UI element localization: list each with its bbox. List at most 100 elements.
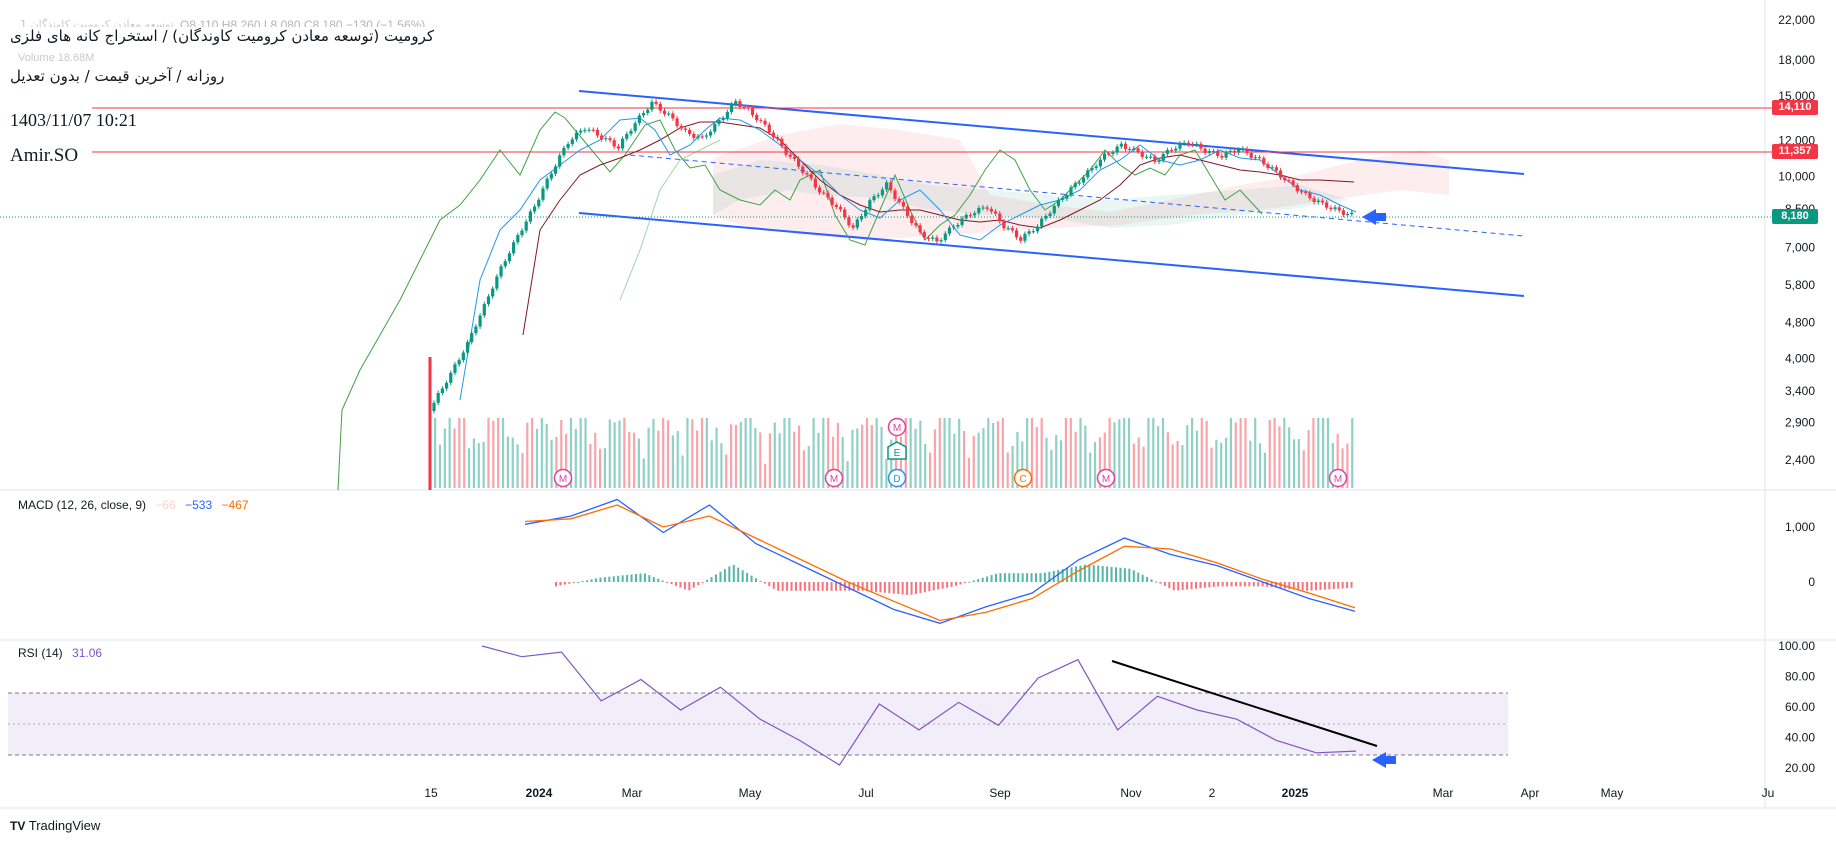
macd-axis[interactable]: 1,000 0 [1785, 520, 1815, 589]
macd-line [524, 498, 1356, 624]
rsi-tick-label: 100.00 [1778, 639, 1815, 653]
macd-hist-bar [1230, 582, 1233, 587]
volume-bar [1016, 432, 1019, 488]
candle [1350, 212, 1354, 215]
candle [1149, 156, 1153, 158]
candle [713, 124, 717, 132]
macd-hist-bar [652, 576, 655, 582]
macd-hist-bar [683, 582, 686, 590]
event-marker-d[interactable]: D [887, 468, 907, 488]
volume-bar [691, 419, 694, 488]
volume-bar [487, 418, 490, 488]
time-tick-label: 15 [424, 786, 438, 800]
event-marker-m[interactable]: M [824, 468, 844, 488]
candle [1228, 151, 1232, 153]
event-marker-m[interactable]: M [887, 417, 907, 437]
tradingview-brand-text: TradingView [28, 818, 101, 833]
candle [491, 288, 495, 297]
macd-hist-bar [941, 582, 944, 589]
volume-bar [569, 418, 573, 488]
volume-bar [1273, 418, 1276, 488]
macd-hist-bar [1261, 582, 1264, 587]
event-marker-m[interactable]: M [553, 468, 573, 488]
macd-hist-bar [830, 582, 833, 591]
candle [855, 219, 859, 228]
volume-bar [734, 424, 738, 488]
rsi-legend[interactable]: RSI (14) 31.06 [18, 646, 102, 660]
time-tick-label: Mar [1433, 786, 1454, 800]
macd-hist-bar [1030, 573, 1033, 582]
macd-hist-bar [706, 579, 709, 582]
macd-hist-bar [715, 574, 717, 582]
event-markers[interactable]: M M M E D C M M [553, 417, 1348, 488]
volume-bar [589, 443, 592, 488]
price-tick-label: 5,800 [1785, 278, 1815, 292]
volume-bar [1064, 418, 1068, 488]
volume-bar [1244, 418, 1247, 488]
volume-bar [725, 454, 728, 488]
event-marker-m[interactable]: M [1096, 468, 1116, 488]
macd-hist-bar [977, 579, 980, 582]
candle [998, 213, 1002, 222]
macd-hist-bar [1088, 564, 1091, 582]
macd-hist-bar [728, 566, 731, 582]
volume-bar [802, 450, 805, 488]
macd-hist-bar [972, 580, 975, 582]
macd-hist-bar [617, 575, 620, 582]
event-marker-e[interactable]: E [887, 441, 907, 460]
time-axis[interactable]: 15 2024 Mar May Jul Sep Nov 2 2025 Mar Apr May Ju [424, 786, 1774, 800]
volume-bar [977, 432, 980, 488]
volume-bar [1171, 444, 1174, 488]
time-tick-label: May [1601, 786, 1624, 800]
candle [432, 402, 436, 411]
candle [797, 158, 801, 167]
candle [1128, 148, 1132, 151]
macd-hist-bar [981, 577, 984, 582]
event-marker-c[interactable]: C [1013, 468, 1033, 488]
volume-bar [1026, 418, 1029, 488]
macd-hist-bar [657, 578, 660, 582]
volume-bar [715, 427, 718, 488]
volume-bar [710, 440, 713, 488]
candle [503, 261, 507, 267]
candle [1325, 202, 1329, 208]
volume-bar [1001, 418, 1004, 488]
kijun-line [522, 121, 1355, 336]
volume-bar [443, 428, 446, 488]
rsi-axis[interactable]: 100.00 80.00 60.00 40.00 20.00 [1778, 639, 1815, 775]
volume-bar [1055, 435, 1058, 488]
candle [910, 215, 914, 224]
candle [704, 135, 709, 137]
volume-bar [807, 446, 810, 488]
macd-hist-bar [1350, 582, 1353, 588]
candle [1144, 156, 1149, 158]
macd-hist-bar [595, 578, 597, 582]
macd-hist-bar [1110, 566, 1113, 582]
macd-hist-bar [621, 575, 624, 582]
macd-hist-bar [1310, 582, 1313, 591]
tradingview-brand[interactable]: TV TradingView [10, 818, 100, 833]
candle [1216, 151, 1220, 156]
candle [830, 197, 834, 205]
candle [767, 124, 771, 133]
macd-hist-bar [643, 573, 646, 582]
candle [1295, 185, 1299, 192]
price-axis[interactable]: 22,00018,00015,00012,00010,0008,5007,000… [1778, 13, 1815, 467]
candle [901, 202, 905, 207]
volume-bar [1210, 447, 1213, 488]
volume-bar [1050, 449, 1053, 488]
rsi-value: 31.06 [72, 646, 103, 660]
volume-bar [1147, 418, 1150, 488]
event-marker-m[interactable]: M [1328, 468, 1348, 488]
volume-bar [603, 447, 607, 488]
volume-bar [856, 428, 859, 488]
macd-hist-bar [999, 573, 1002, 582]
macd-label: MACD (12, 26, close, 9) [18, 498, 147, 512]
volume-bar [666, 420, 670, 488]
macd-legend[interactable]: MACD (12, 26, close, 9) −66 −533 −467 [18, 498, 249, 512]
volume-bar [1341, 448, 1344, 488]
candle [1266, 164, 1270, 169]
candle [532, 206, 537, 212]
volume-bar [463, 418, 466, 488]
